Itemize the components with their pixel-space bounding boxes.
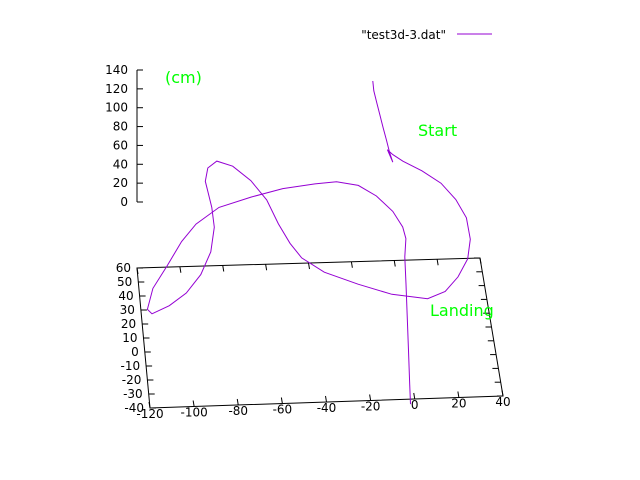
landing-annotation: Landing bbox=[430, 301, 494, 320]
x-tick bbox=[413, 392, 416, 400]
x-tick-label: -120 bbox=[136, 407, 163, 421]
x-tick-back bbox=[136, 267, 139, 275]
z-tick-label: 40 bbox=[113, 157, 128, 171]
x-tick-back bbox=[350, 261, 353, 268]
x-tick bbox=[192, 400, 195, 407]
x-tick bbox=[325, 395, 327, 403]
y-tick-label: 60 bbox=[116, 261, 131, 275]
y-tick-label: 50 bbox=[117, 275, 132, 289]
x-tick-label: 0 bbox=[411, 398, 419, 412]
y-tick-label: 30 bbox=[120, 303, 135, 317]
y-tick-label: 0 bbox=[131, 345, 139, 359]
x-tick bbox=[501, 389, 504, 397]
base-plane-border bbox=[136, 257, 504, 409]
z-tick-label: 80 bbox=[113, 120, 128, 134]
x-tick-back bbox=[479, 257, 482, 265]
x-tick-back bbox=[308, 262, 310, 270]
start-annotation: Start bbox=[418, 121, 457, 140]
x-tick-label: 20 bbox=[451, 397, 466, 411]
x-tick bbox=[148, 401, 151, 409]
z-tick-label: 100 bbox=[105, 101, 128, 115]
x-tick-label: -60 bbox=[273, 403, 293, 417]
x-tick-back bbox=[265, 264, 268, 271]
z-tick-label: 140 bbox=[105, 63, 128, 77]
x-tick-label: -100 bbox=[181, 406, 208, 420]
x-tick-label: -40 bbox=[317, 401, 337, 415]
y-tick-label: -30 bbox=[123, 387, 143, 401]
x-tick-label: -80 bbox=[228, 404, 248, 418]
x-tick-back bbox=[393, 260, 396, 267]
x-tick bbox=[280, 397, 283, 404]
x-tick bbox=[369, 394, 372, 401]
series-line bbox=[146, 80, 471, 405]
z-tick-label: 120 bbox=[105, 82, 128, 96]
x-tick-back bbox=[436, 259, 439, 266]
legend-label: "test3d-3.dat" bbox=[361, 28, 446, 42]
y-tick-label: -20 bbox=[122, 373, 142, 387]
y-tick-label: 10 bbox=[122, 331, 137, 345]
y-tick-label: -10 bbox=[120, 359, 140, 373]
z-tick-label: 0 bbox=[120, 195, 128, 209]
x-tick-back bbox=[179, 266, 182, 273]
y-tick-label: -40 bbox=[124, 401, 144, 415]
z-tick-label: 60 bbox=[113, 138, 128, 152]
x-tick bbox=[457, 391, 460, 398]
series-lines bbox=[146, 80, 471, 405]
legend: "test3d-3.dat" bbox=[361, 28, 492, 42]
x-tick bbox=[236, 398, 239, 406]
x-tick-label: -20 bbox=[361, 400, 381, 414]
x-tick-back bbox=[222, 265, 225, 272]
axis-ticks bbox=[136, 69, 504, 409]
units-annotation: (cm) bbox=[165, 68, 202, 87]
x-tick-label: 40 bbox=[495, 395, 510, 409]
z-tick-label: 20 bbox=[113, 176, 128, 190]
y-tick-label: 20 bbox=[121, 317, 136, 331]
y-tick-label: 40 bbox=[118, 289, 133, 303]
